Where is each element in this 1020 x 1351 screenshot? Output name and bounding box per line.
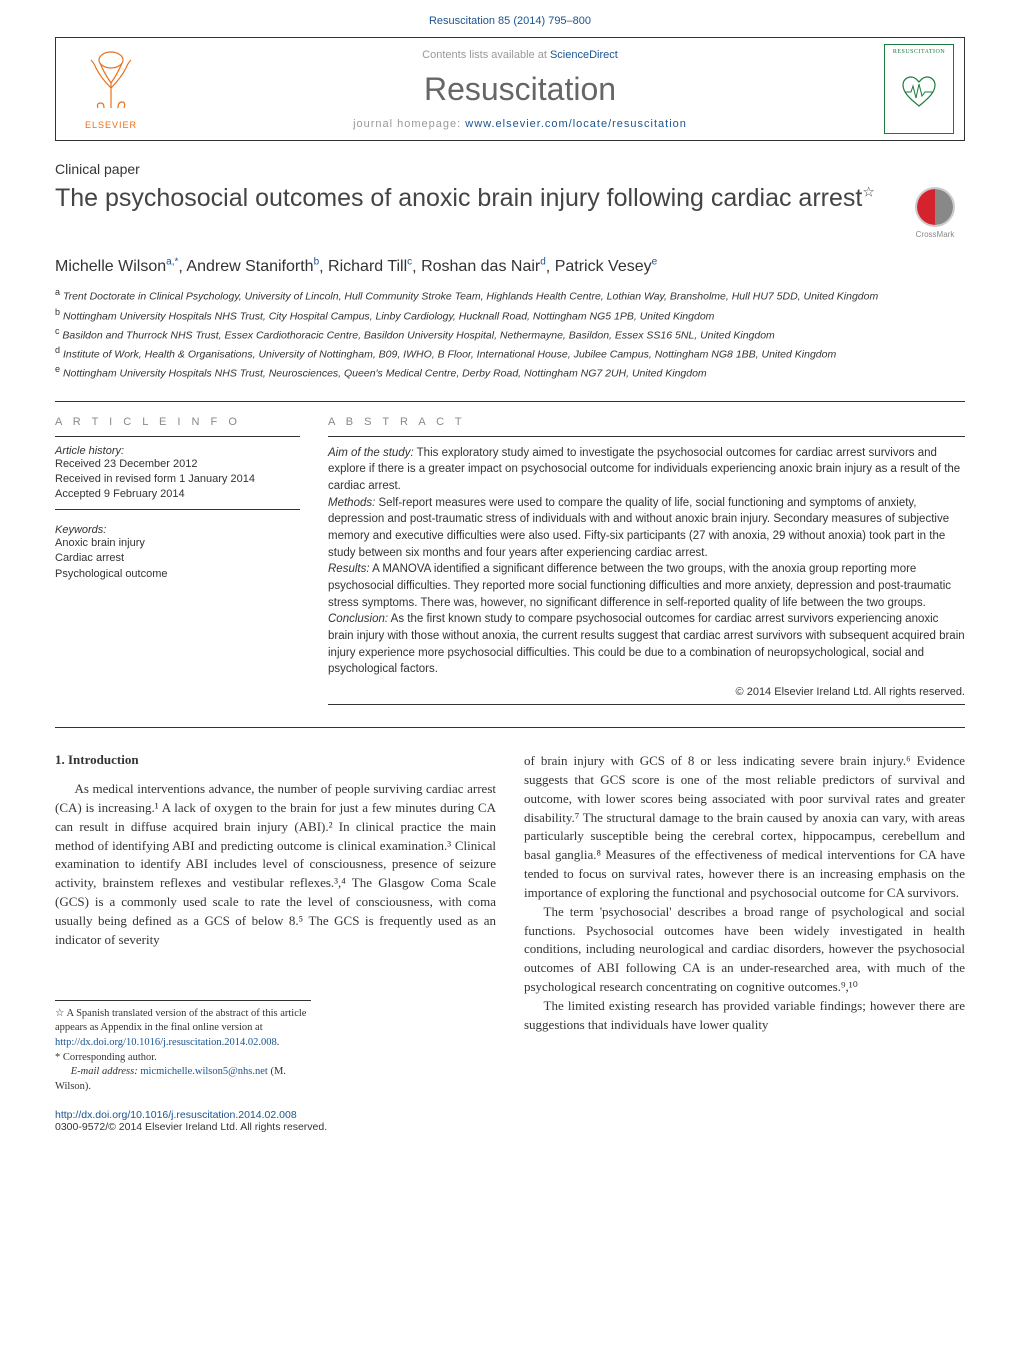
- crossmark-badge[interactable]: CrossMark: [905, 183, 965, 243]
- page-root: Resuscitation 85 (2014) 795–800 ELSEV: [0, 0, 1020, 1173]
- history-item: Accepted 9 February 2014: [55, 487, 300, 502]
- affiliation: e Nottingham University Hospitals NHS Tr…: [55, 363, 965, 382]
- heart-icon: [899, 55, 939, 129]
- intro-heading: 1. Introduction: [55, 752, 496, 768]
- crossmark-icon: [915, 187, 955, 227]
- keyword: Cardiac arrest: [55, 551, 300, 566]
- journal-homepage: journal homepage: www.elsevier.com/locat…: [176, 118, 864, 130]
- author: Patrick Veseye: [555, 258, 658, 275]
- affiliation: a Trent Doctorate in Clinical Psychology…: [55, 286, 965, 305]
- info-divider: [55, 436, 300, 437]
- affiliations: a Trent Doctorate in Clinical Psychology…: [55, 286, 965, 382]
- abstract-copyright: © 2014 Elsevier Ireland Ltd. All rights …: [328, 686, 965, 698]
- article-info: A R T I C L E I N F O Article history: R…: [55, 416, 300, 713]
- abstract-section: Results: A MANOVA identified a significa…: [328, 561, 965, 611]
- article-info-heading: A R T I C L E I N F O: [55, 416, 300, 428]
- footnote-star: ☆ A Spanish translated version of the ab…: [55, 1007, 311, 1051]
- keyword: Psychological outcome: [55, 567, 300, 582]
- abstract-section: Methods: Self-report measures were used …: [328, 495, 965, 562]
- abstract-text: Aim of the study: This exploratory study…: [328, 445, 965, 678]
- divider: [55, 727, 965, 728]
- body-paragraph: As medical interventions advance, the nu…: [55, 780, 496, 950]
- body-col-left: 1. Introduction As medical interventions…: [55, 752, 496, 1095]
- sciencedirect-link[interactable]: ScienceDirect: [550, 49, 618, 61]
- authors-line: Michelle Wilsona,*, Andrew Staniforthb, …: [55, 257, 965, 276]
- divider: [55, 401, 965, 402]
- body-columns: 1. Introduction As medical interventions…: [55, 752, 965, 1095]
- keywords-label: Keywords:: [55, 524, 300, 536]
- info-divider: [55, 509, 300, 510]
- doi-line: http://dx.doi.org/10.1016/j.resuscitatio…: [55, 1109, 965, 1121]
- elsevier-logo: ELSEVIER: [56, 38, 166, 140]
- affiliation: b Nottingham University Hospitals NHS Tr…: [55, 306, 965, 325]
- doi-link[interactable]: http://dx.doi.org/10.1016/j.resuscitatio…: [55, 1109, 297, 1121]
- info-divider: [328, 436, 965, 437]
- journal-name: Resuscitation: [176, 71, 864, 108]
- author: Michelle Wilsona,*: [55, 258, 178, 275]
- abstract-heading: A B S T R A C T: [328, 416, 965, 428]
- author: Andrew Staniforthb: [186, 258, 319, 275]
- footnote-email: E-mail address: micmichelle.wilson5@nhs.…: [55, 1065, 311, 1094]
- homepage-label: journal homepage:: [353, 118, 465, 130]
- homepage-link[interactable]: www.elsevier.com/locate/resuscitation: [465, 118, 687, 130]
- elsevier-label: ELSEVIER: [85, 120, 137, 130]
- cover-box: RESUSCITATION: [884, 44, 954, 134]
- history-item: Received in revised form 1 January 2014: [55, 472, 300, 487]
- paper-type: Clinical paper: [55, 161, 965, 177]
- journal-header: ELSEVIER Contents lists available at Sci…: [55, 37, 965, 141]
- bottom-copyright: 0300-9572/© 2014 Elsevier Ireland Ltd. A…: [55, 1121, 965, 1133]
- email-link[interactable]: micmichelle.wilson5@nhs.net: [140, 1066, 267, 1077]
- history-label: Article history:: [55, 445, 300, 457]
- crossmark-label: CrossMark: [916, 230, 955, 239]
- paper-title: The psychosocial outcomes of anoxic brai…: [55, 183, 905, 214]
- abstract-section: Conclusion: As the first known study to …: [328, 611, 965, 678]
- info-abstract-row: A R T I C L E I N F O Article history: R…: [55, 416, 965, 713]
- title-row: The psychosocial outcomes of anoxic brai…: [55, 183, 965, 243]
- body-paragraph: The limited existing research has provid…: [524, 997, 965, 1035]
- body-col-right: of brain injury with GCS of 8 or less in…: [524, 752, 965, 1095]
- footnote-corresponding: * Corresponding author.: [55, 1051, 311, 1066]
- journal-reference: Resuscitation 85 (2014) 795–800: [55, 0, 965, 37]
- contents-text: Contents lists available at: [422, 49, 550, 61]
- contents-available: Contents lists available at ScienceDirec…: [176, 49, 864, 61]
- footnotes: ☆ A Spanish translated version of the ab…: [55, 1000, 311, 1095]
- journal-ref-link[interactable]: Resuscitation 85 (2014) 795–800: [429, 15, 591, 27]
- footnote-doi-link[interactable]: http://dx.doi.org/10.1016/j.resuscitatio…: [55, 1037, 277, 1048]
- info-divider: [328, 704, 965, 705]
- title-text: The psychosocial outcomes of anoxic brai…: [55, 184, 862, 212]
- author: Roshan das Naird: [421, 258, 546, 275]
- title-footnote-mark: ☆: [862, 184, 875, 200]
- elsevier-tree-icon: [76, 48, 146, 118]
- affiliation: d Institute of Work, Health & Organisati…: [55, 344, 965, 363]
- journal-cover-thumb: RESUSCITATION: [874, 38, 964, 140]
- body-paragraph: The term 'psychosocial' describes a broa…: [524, 903, 965, 997]
- header-center: Contents lists available at ScienceDirec…: [166, 38, 874, 140]
- keyword: Anoxic brain injury: [55, 536, 300, 551]
- body-paragraph: of brain injury with GCS of 8 or less in…: [524, 752, 965, 903]
- affiliation: c Basildon and Thurrock NHS Trust, Essex…: [55, 325, 965, 344]
- abstract-section: Aim of the study: This exploratory study…: [328, 445, 965, 495]
- abstract: A B S T R A C T Aim of the study: This e…: [328, 416, 965, 713]
- history-item: Received 23 December 2012: [55, 457, 300, 472]
- author: Richard Tillc: [328, 258, 412, 275]
